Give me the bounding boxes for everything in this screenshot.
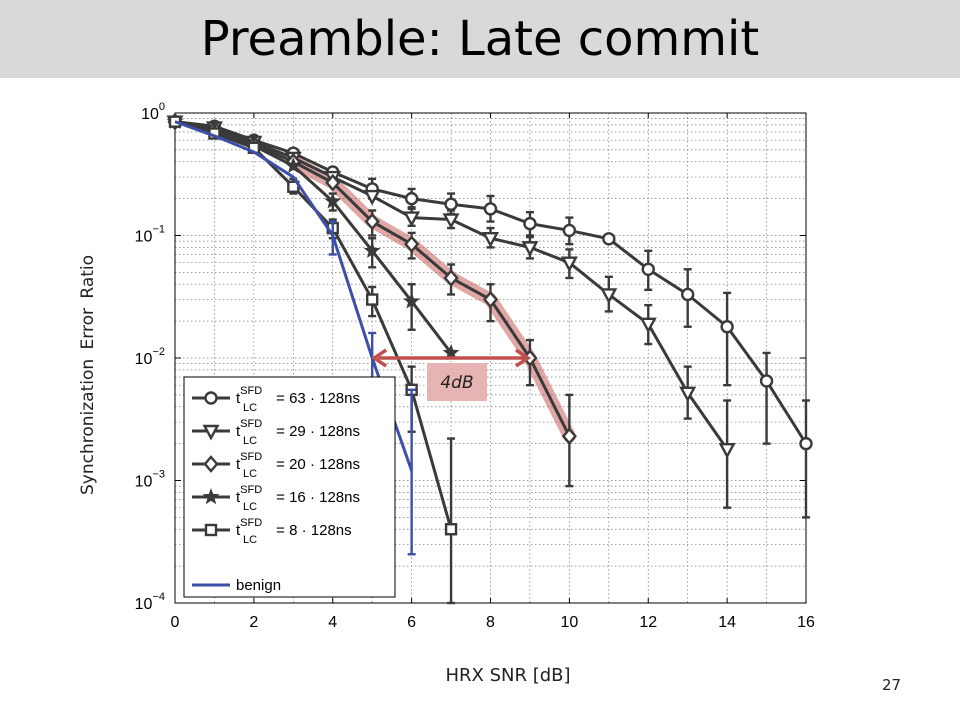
y-axis-label: Synchronization Error Ratio	[78, 254, 98, 496]
data-point	[759, 374, 774, 388]
legend-label: tSFD LC = 8 · 128ns	[236, 517, 352, 546]
data-point	[403, 211, 421, 228]
legend-box	[183, 376, 396, 598]
series-t16	[166, 112, 460, 361]
data-point	[404, 235, 420, 253]
x-tick-label: 16	[797, 614, 815, 631]
annotation-label: 4dB	[440, 373, 473, 393]
legend-marker	[204, 391, 218, 405]
data-point	[679, 386, 697, 403]
data-point	[602, 232, 616, 246]
data-point	[324, 192, 342, 209]
y-tick-label: 10−1	[135, 224, 165, 246]
data-point	[325, 173, 341, 192]
legend-item-t63: tSFD LC = 63 · 128ns	[192, 385, 360, 414]
legend-label: tSFD LC = 16 · 128ns	[236, 484, 360, 513]
data-point	[363, 189, 381, 206]
data-point	[444, 523, 458, 536]
data-point	[481, 232, 500, 248]
data-point	[521, 241, 539, 257]
legend-item-t20: tSFD LC = 20 · 128ns	[192, 451, 360, 480]
error-bar	[762, 351, 771, 445]
error-bar	[407, 388, 416, 556]
x-tick-label: 12	[639, 614, 657, 631]
x-tick-label: 14	[718, 614, 736, 631]
data-point	[641, 262, 655, 276]
data-point	[442, 343, 460, 361]
legend-label: benign	[236, 577, 281, 594]
legend-item-t16: tSFD LC = 16 · 128ns	[192, 484, 360, 513]
legend-marker	[202, 488, 220, 505]
annotation-4db: 4dB	[371, 348, 532, 401]
series-t63	[168, 114, 813, 519]
error-bar	[447, 437, 456, 605]
error-bar	[802, 399, 810, 519]
legend-marker	[203, 455, 219, 473]
data-point	[482, 290, 499, 309]
x-tick-label: 0	[171, 614, 180, 631]
data-point	[443, 269, 459, 287]
data-point	[483, 202, 498, 216]
legend-marker	[204, 523, 218, 537]
data-point	[444, 197, 458, 211]
legend: tSFD LC = 63 · 128ns tSFD LC = 29 · 128ns tS…	[183, 376, 396, 598]
x-tick-label: 6	[407, 614, 416, 631]
legend-item-t29: tSFD LC = 29 · 128ns	[192, 418, 360, 447]
data-point	[404, 191, 419, 206]
data-point	[600, 288, 618, 305]
legend-marker	[202, 424, 220, 441]
series-line	[174, 120, 453, 354]
data-point	[561, 427, 577, 446]
title-bar	[0, 0, 960, 78]
annotation-label-box	[427, 363, 487, 401]
data-point	[523, 216, 537, 231]
x-tick-label: 10	[560, 614, 578, 631]
y-tick-label: 100	[141, 101, 165, 123]
error-bar	[723, 291, 732, 387]
data-point	[363, 241, 381, 259]
y-tick-label: 10−2	[135, 346, 165, 368]
data-point	[364, 212, 380, 231]
slide-title: Preamble: Late commit	[200, 11, 760, 67]
data-point	[442, 213, 460, 230]
y-tick-label: 10−3	[135, 469, 165, 491]
data-point	[284, 157, 302, 174]
x-axis-label: HRX SNR [dB]	[445, 665, 571, 686]
data-point	[799, 436, 813, 451]
y-tick-label: 10−4	[135, 591, 165, 613]
legend-label: tSFD LC = 29 · 128ns	[236, 418, 360, 447]
annotation-arrowhead-right	[514, 348, 532, 368]
data-point	[639, 317, 657, 334]
page-number: 27	[882, 676, 902, 694]
x-tick-label: 4	[328, 614, 337, 631]
legend-label: tSFD LC = 63 · 128ns	[236, 385, 360, 414]
legend-item-benign: benign	[192, 577, 281, 594]
x-tick-label: 2	[249, 614, 258, 631]
annotation-arrowhead-left	[371, 348, 388, 368]
data-point	[680, 287, 695, 302]
data-point	[718, 443, 736, 459]
x-tick-label: 8	[486, 614, 495, 631]
data-point	[562, 223, 577, 238]
data-point	[560, 256, 578, 273]
data-point	[365, 293, 379, 306]
data-point	[403, 292, 421, 309]
legend-label: tSFD LC = 20 · 128ns	[236, 451, 360, 480]
legend-item-t8: tSFD LC = 8 · 128ns	[192, 517, 352, 546]
data-point	[720, 320, 734, 334]
error-bar	[328, 220, 337, 256]
error-bar	[407, 283, 416, 331]
